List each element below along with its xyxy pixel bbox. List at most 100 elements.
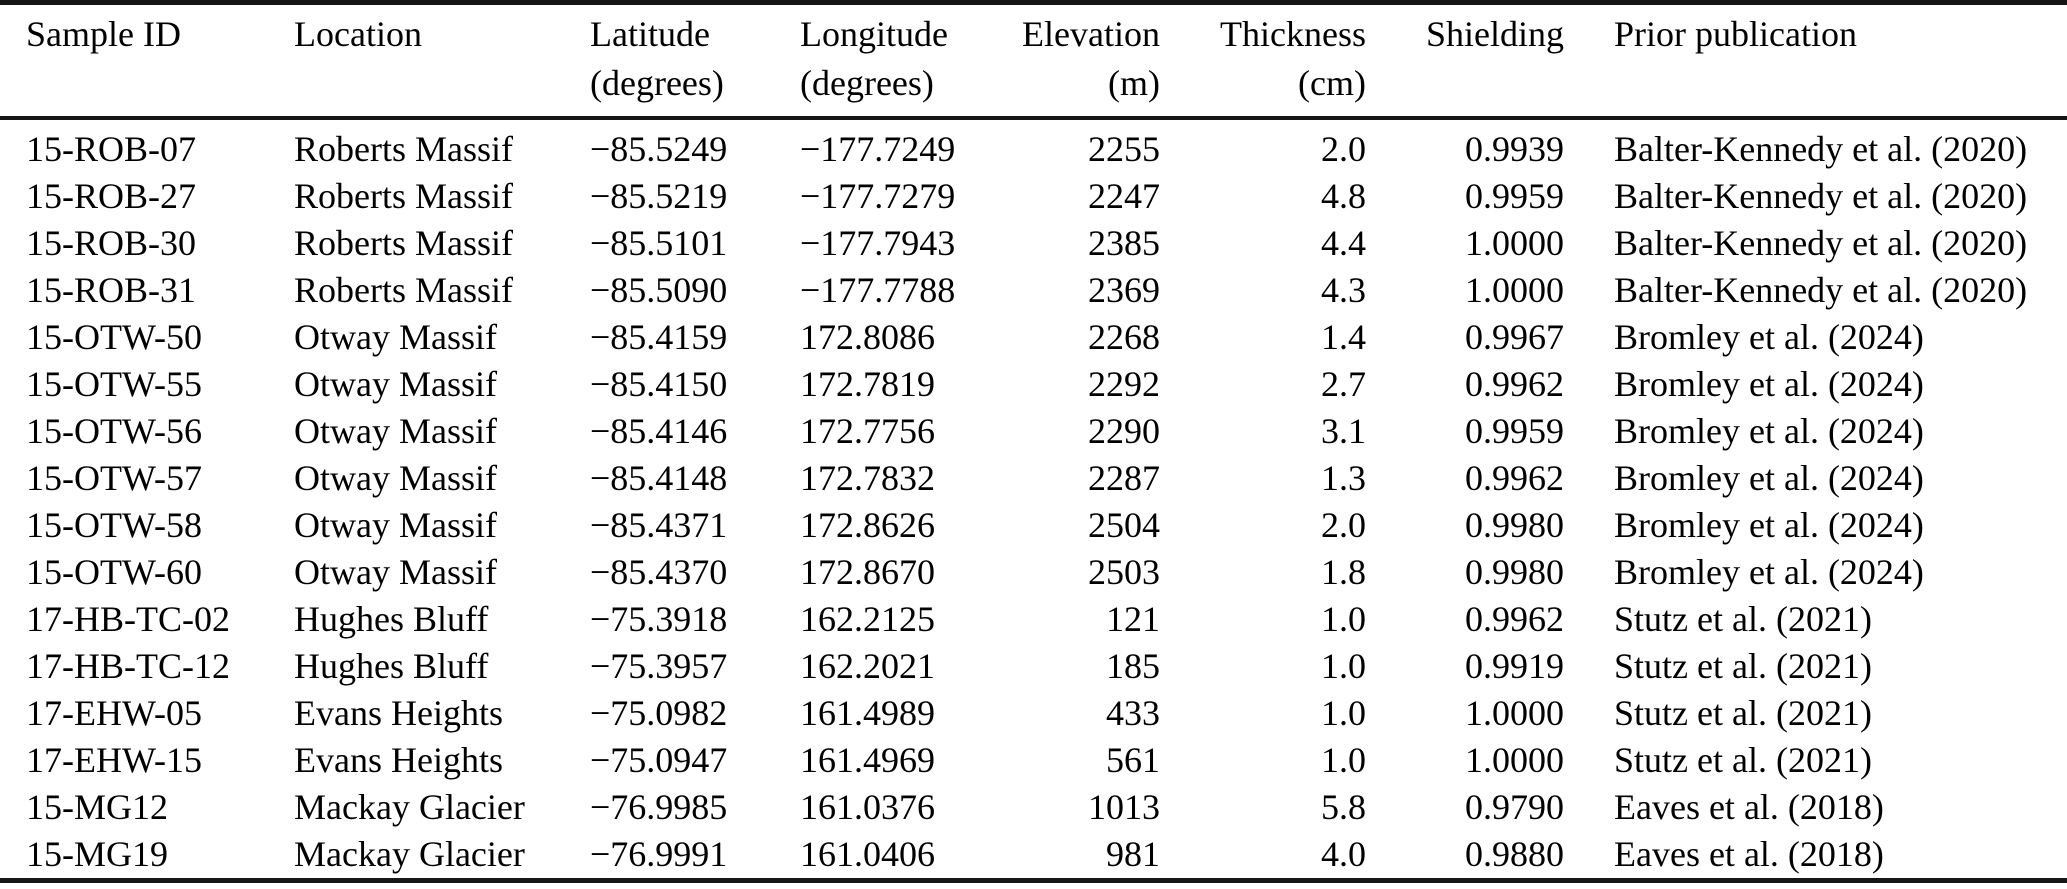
table-cell: Roberts Massif — [294, 129, 513, 169]
table-cell: 433 — [1106, 693, 1160, 733]
table-cell: 2369 — [1088, 270, 1160, 310]
table-cell: −75.0982 — [590, 693, 728, 733]
table-cell: 0.9962 — [1465, 599, 1564, 639]
table-cell: 2504 — [1088, 505, 1160, 545]
table-bottom-rule — [0, 878, 2067, 883]
table-cell: 15-MG12 — [26, 787, 168, 827]
table-cell: 15-OTW-60 — [26, 552, 202, 592]
table-cell: 2385 — [1088, 223, 1160, 263]
table-cell: −85.4146 — [590, 411, 728, 451]
table-cell: 1.0000 — [1465, 270, 1564, 310]
table-cell: −177.7943 — [800, 223, 956, 263]
table-cell: Bromley et al. (2024) — [1614, 364, 1924, 404]
table-cell: Bromley et al. (2024) — [1614, 411, 1924, 451]
column-header-latitude: Latitude (degrees) — [590, 10, 800, 116]
table-cell: 4.0 — [1321, 834, 1366, 874]
column-unit: (degrees) — [590, 63, 724, 103]
table-row: 15-MG12 Mackay Glacier −76.9985 161.0376 101… — [0, 784, 2067, 831]
table-cell: 0.9967 — [1465, 317, 1564, 357]
table-cell: 15-OTW-50 — [26, 317, 202, 357]
table-cell: 2292 — [1088, 364, 1160, 404]
table-cell: 0.9919 — [1465, 646, 1564, 686]
table-cell: 4.8 — [1321, 176, 1366, 216]
table-cell: Bromley et al. (2024) — [1614, 317, 1924, 357]
table-top-rule — [0, 0, 2067, 5]
table-cell: 2287 — [1088, 458, 1160, 498]
table-row: 15-ROB-30 Roberts Massif −85.5101 −177.7943… — [0, 220, 2067, 267]
table-cell: −75.3957 — [590, 646, 728, 686]
column-header-longitude: Longitude (degrees) — [800, 10, 1015, 116]
table-cell: 172.8086 — [800, 317, 935, 357]
column-label: Elevation — [1022, 14, 1160, 54]
column-label: Location — [294, 14, 422, 54]
table-cell: −85.5101 — [590, 223, 728, 263]
table-cell: 2268 — [1088, 317, 1160, 357]
table-cell: Otway Massif — [294, 552, 497, 592]
column-unit — [1366, 59, 1564, 108]
table-cell: 1013 — [1088, 787, 1160, 827]
table-cell: 0.9959 — [1465, 411, 1564, 451]
table-cell: 0.9980 — [1465, 505, 1564, 545]
table-cell: 15-OTW-56 — [26, 411, 202, 451]
table-row: 17-HB-TC-02 Hughes Bluff −75.3918 162.2125 1… — [0, 596, 2067, 643]
table-cell: 3.1 — [1321, 411, 1366, 451]
table-cell: −85.5090 — [590, 270, 728, 310]
column-unit — [26, 59, 294, 108]
table-row: 15-OTW-58 Otway Massif −85.4371 172.8626 250… — [0, 502, 2067, 549]
table-cell: 2247 — [1088, 176, 1160, 216]
table-row: 17-EHW-15 Evans Heights −75.0947 161.4969 56… — [0, 737, 2067, 784]
table-row: 15-MG19 Mackay Glacier −76.9991 161.0406 981… — [0, 831, 2067, 878]
table-cell: −177.7788 — [800, 270, 956, 310]
column-label: Longitude — [800, 14, 948, 54]
table-header: Sample ID Location Latitude (degrees) Lo… — [0, 5, 2067, 116]
table-cell: −85.4370 — [590, 552, 728, 592]
table-cell: Roberts Massif — [294, 223, 513, 263]
table-cell: 0.9962 — [1465, 364, 1564, 404]
table-cell: Stutz et al. (2021) — [1614, 740, 1872, 780]
table-cell: 2290 — [1088, 411, 1160, 451]
table-cell: 2.0 — [1321, 505, 1366, 545]
table-cell: Bromley et al. (2024) — [1614, 552, 1924, 592]
table-row: 15-OTW-55 Otway Massif −85.4150 172.7819 229… — [0, 361, 2067, 408]
table-cell: 0.9880 — [1465, 834, 1564, 874]
table-cell: Balter-Kennedy et al. (2020) — [1614, 176, 2028, 216]
table-cell: Hughes Bluff — [294, 599, 489, 639]
table-cell: 1.3 — [1321, 458, 1366, 498]
table-cell: 161.0376 — [800, 787, 935, 827]
table-cell: 1.0 — [1321, 693, 1366, 733]
table-row: 15-OTW-60 Otway Massif −85.4370 172.8670 250… — [0, 549, 2067, 596]
table-body: 15-ROB-07 Roberts Massif −85.5249 −177.7249… — [0, 120, 2067, 878]
table-row: 17-EHW-05 Evans Heights −75.0982 161.4989 43… — [0, 690, 2067, 737]
table-cell: Evans Heights — [294, 740, 503, 780]
table-cell: 17-HB-TC-12 — [26, 646, 230, 686]
table-cell: 0.9962 — [1465, 458, 1564, 498]
table-cell: 17-HB-TC-02 — [26, 599, 230, 639]
table-cell: −85.4150 — [590, 364, 728, 404]
table-cell: 15-ROB-31 — [26, 270, 196, 310]
table-cell: 172.8626 — [800, 505, 935, 545]
table-cell: Otway Massif — [294, 458, 497, 498]
table-cell: 172.7819 — [800, 364, 935, 404]
column-label: Sample ID — [26, 14, 181, 54]
table-cell: 1.8 — [1321, 552, 1366, 592]
column-label: Latitude — [590, 14, 710, 54]
column-label: Shielding — [1425, 14, 1564, 54]
table-cell: 15-OTW-57 — [26, 458, 202, 498]
table-row: 15-ROB-07 Roberts Massif −85.5249 −177.7249… — [0, 126, 2067, 173]
table-cell: 1.0000 — [1465, 693, 1564, 733]
table-cell: Stutz et al. (2021) — [1614, 646, 1872, 686]
table-cell: 1.0 — [1321, 740, 1366, 780]
table-cell: −177.7249 — [800, 129, 956, 169]
column-unit: (cm) — [1298, 63, 1366, 103]
table-cell: 0.9939 — [1465, 129, 1564, 169]
table-cell: 0.9959 — [1465, 176, 1564, 216]
table-cell: −85.4148 — [590, 458, 728, 498]
table-header-rule — [0, 116, 2067, 120]
table-cell: 172.7832 — [800, 458, 935, 498]
table-cell: 162.2021 — [800, 646, 935, 686]
table-cell: 2.0 — [1321, 129, 1366, 169]
table-cell: Balter-Kennedy et al. (2020) — [1614, 270, 2028, 310]
column-unit: (m) — [1108, 63, 1160, 103]
table-cell: Hughes Bluff — [294, 646, 489, 686]
table-cell: 161.0406 — [800, 834, 935, 874]
